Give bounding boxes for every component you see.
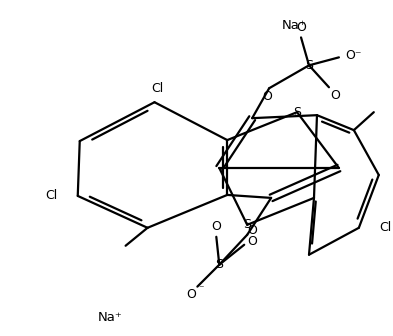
- Text: Cl: Cl: [46, 190, 58, 202]
- Text: S: S: [305, 59, 313, 72]
- Text: O: O: [186, 288, 196, 301]
- Text: Na⁺: Na⁺: [97, 311, 122, 324]
- Text: S: S: [293, 106, 301, 119]
- Text: O: O: [247, 224, 257, 237]
- Text: S: S: [215, 258, 223, 271]
- Text: ⁻: ⁻: [198, 285, 204, 295]
- Text: S: S: [243, 218, 251, 231]
- Text: Cl: Cl: [151, 82, 163, 95]
- Text: O: O: [296, 21, 306, 34]
- Text: O: O: [211, 220, 221, 233]
- Text: O: O: [247, 235, 257, 248]
- Text: Na⁺: Na⁺: [282, 19, 307, 32]
- Text: O: O: [330, 89, 340, 102]
- Text: O⁻: O⁻: [345, 49, 362, 62]
- Text: Cl: Cl: [379, 221, 391, 234]
- Text: O: O: [262, 90, 272, 103]
